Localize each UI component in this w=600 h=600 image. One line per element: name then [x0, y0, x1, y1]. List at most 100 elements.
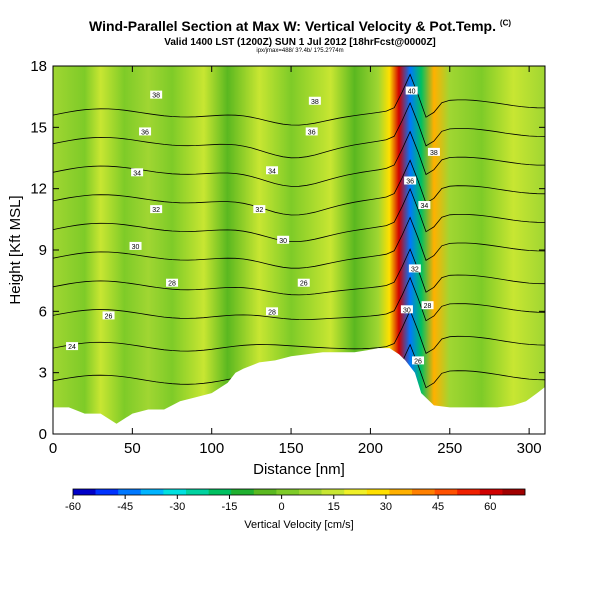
- colorbar-tick-label: -45: [117, 501, 133, 513]
- contour-label: 40: [267, 54, 275, 61]
- colorbar-segment: [321, 489, 345, 495]
- isentrope-line: [53, 73, 545, 126]
- colorbar-tick-label: -60: [65, 501, 81, 513]
- x-tick-label: 300: [517, 440, 542, 457]
- colorbar-label: Vertical Velocity [cm/s]: [244, 519, 353, 531]
- y-axis-label: Height [Kft MSL]: [7, 195, 24, 304]
- contour-label-box: [264, 0, 276, 3]
- contour-label-box: [266, 307, 279, 316]
- chart-subtitle: ipx/jmax=488/ 3?.4b/ 1?5.2?74m: [256, 48, 344, 54]
- chart-title-text: Wind-Parallel Section at Max W: Vertical…: [88, 18, 497, 34]
- contour-label-box: [264, 52, 276, 60]
- colorbar-segment: [479, 489, 503, 495]
- colorbar-segment: [253, 489, 277, 495]
- contour-label-box: [150, 205, 163, 214]
- colorbar-segment: [412, 489, 435, 495]
- contour-label: 26: [105, 313, 113, 320]
- contour-label: 28: [424, 303, 432, 310]
- plot-area: 24 26 28 28 26 30 30 32 32 34 34 36 36 38 38 40 40 42 42 40…: [53, 0, 545, 434]
- contour-label: 42: [90, 13, 98, 20]
- contour-label: 34: [268, 168, 276, 175]
- contour-label-box: [253, 205, 266, 214]
- plot-clip-group: 24 26 28 28 26 30 30 32 32 34 34 36 36 38 38 40 40 42 42 40…: [53, 0, 545, 434]
- isentrope-line: [53, 187, 545, 242]
- colorbar-segment: [208, 489, 232, 495]
- contour-label-box: [418, 201, 431, 210]
- y-tick-label: 12: [30, 181, 47, 198]
- contour-label: 30: [279, 238, 287, 245]
- colorbar-segment: [140, 489, 164, 495]
- contour-label: 40: [408, 89, 416, 96]
- contour-label: 28: [268, 309, 276, 316]
- colorbar-segment: [389, 489, 413, 495]
- contour-label-box: [88, 11, 100, 19]
- terrain: [53, 348, 545, 434]
- contour-label-box: [427, 147, 440, 156]
- colorbar-tick-label: 30: [380, 501, 392, 513]
- y-tick-label: 18: [30, 58, 47, 75]
- x-tick-label: 250: [437, 440, 462, 457]
- contour-label-box: [166, 278, 179, 287]
- colorbar-tick-label: 0: [279, 501, 285, 513]
- x-tick-label: 0: [49, 440, 57, 457]
- contour-label-box: [137, 52, 149, 60]
- contour-label: 34: [133, 170, 141, 177]
- contour-label-box: [412, 356, 425, 365]
- contour-label: 34: [420, 203, 428, 210]
- colorbar-segment: [299, 489, 322, 495]
- isentrope-line: [53, 276, 545, 322]
- contour-label: 26: [300, 281, 308, 288]
- chart-valid-time: Valid 1400 LST (1200Z) SUN 1 Jul 2012 [1…: [164, 37, 436, 48]
- contour-label-box: [139, 127, 152, 136]
- y-tick-label: 15: [30, 119, 47, 136]
- contour-label: 26: [414, 358, 422, 365]
- contour-label-box: [408, 264, 421, 273]
- colorbar-tick-label: 60: [484, 501, 496, 513]
- contour-label-box: [297, 278, 310, 287]
- contour-label-box: [404, 176, 417, 185]
- contour-label: 32: [411, 266, 419, 273]
- x-tick-label: 50: [124, 440, 141, 457]
- isentrope-line: [53, 248, 545, 296]
- contour-label: 40: [140, 54, 148, 61]
- y-tick-label: 9: [39, 242, 47, 259]
- contour-label: 32: [152, 207, 160, 214]
- contour-label: 36: [141, 129, 149, 136]
- isentrope-line: [53, 101, 545, 159]
- y-tick-label: 0: [39, 426, 47, 443]
- contour-label-box: [405, 86, 418, 95]
- contour-label: 28: [168, 281, 176, 288]
- contour-label: 38: [430, 150, 438, 157]
- colorbar-segment: [434, 489, 458, 495]
- x-axis-label: Distance [nm]: [253, 461, 345, 478]
- colorbar-segment: [366, 489, 390, 495]
- colorbar-segment: [457, 489, 481, 495]
- contour-label: 36: [406, 178, 414, 185]
- colorbar-segment: [118, 489, 142, 495]
- colorbar-segment: [163, 489, 187, 495]
- contour-label: 36: [308, 129, 316, 136]
- colorbar-segment: [95, 489, 119, 495]
- colorbar-segment: [231, 489, 255, 495]
- contour-labels: 24 26 28 28 26 30 30 32 32 34 34 36 36 38 38 40 40 42 42 40…: [66, 0, 440, 365]
- contour-label: 30: [403, 307, 411, 314]
- colorbar-segment: [344, 489, 368, 495]
- colorbar-tick-label: -15: [222, 501, 238, 513]
- colorbar-segment: [73, 489, 96, 495]
- contour-label-box: [102, 311, 115, 320]
- y-tick-label: 3: [39, 365, 47, 382]
- contour-label-box: [400, 305, 413, 314]
- colorbar-frame: [72, 488, 526, 496]
- contour-label-box: [150, 90, 163, 99]
- colorbar-segment: [502, 489, 526, 495]
- contour-label: 38: [152, 93, 160, 100]
- colorbar-tick-label: 15: [328, 501, 340, 513]
- contour-label-box: [266, 166, 279, 175]
- contour-label-box: [129, 241, 142, 250]
- isentrope-line: [53, 159, 545, 216]
- contour-label-box: [308, 96, 321, 105]
- chart-title: Wind-Parallel Section at Max W: Vertical…: [0, 18, 600, 34]
- contour-label-box: [131, 168, 144, 177]
